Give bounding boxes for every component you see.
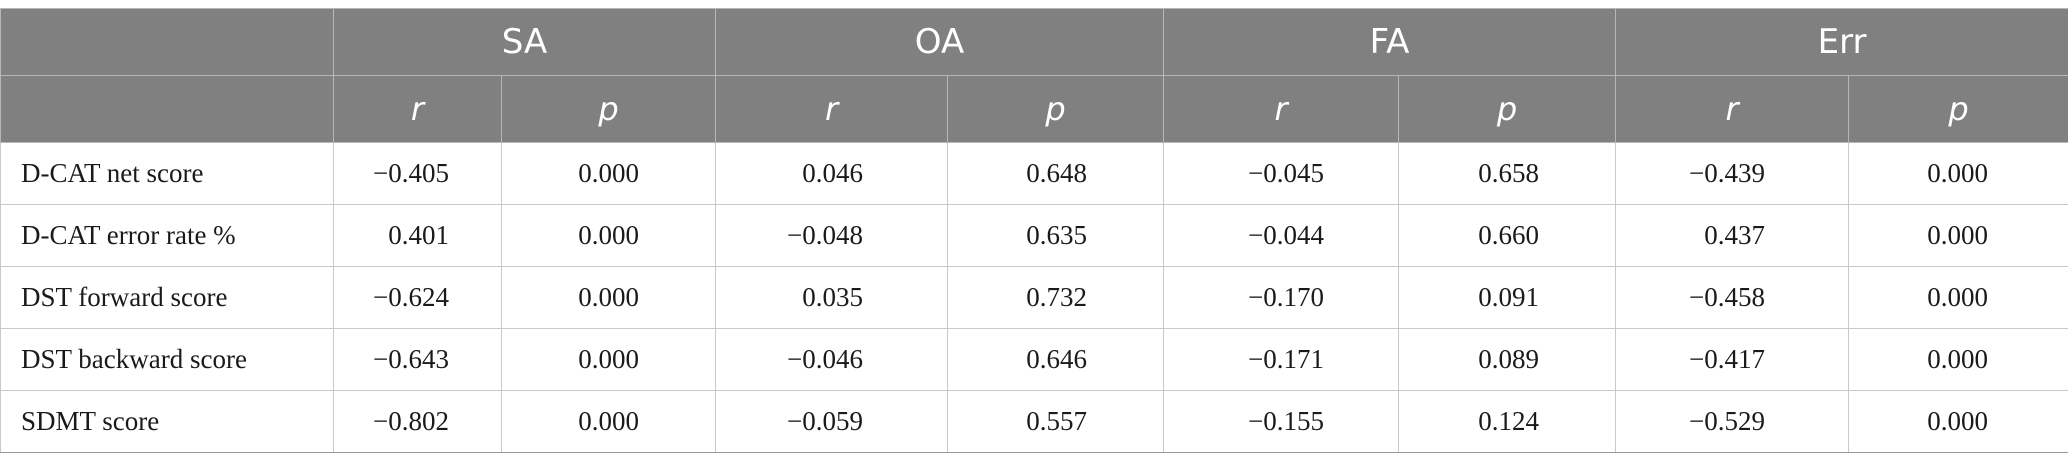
cell-oa-p: 0.732 — [947, 266, 1165, 329]
stat-corner-cell — [0, 75, 334, 143]
cell-err-r: −0.439 — [1615, 142, 1850, 205]
cell-err-r: −0.417 — [1615, 328, 1850, 391]
table-body: D-CAT net score −0.405 0.000 0.046 0.648… — [0, 142, 2068, 453]
cell-fa-r: −0.155 — [1163, 390, 1400, 453]
cell-sa-p: 0.000 — [500, 142, 717, 205]
corner-cell — [0, 8, 334, 76]
stat-header-fa-p: p — [1398, 75, 1617, 143]
correlation-table-container: SA OA FA Err r p r p r p r p D-CAT net s… — [0, 8, 2068, 453]
cell-fa-p: 0.660 — [1398, 204, 1617, 267]
cell-err-p: 0.000 — [1848, 204, 2068, 267]
cell-err-p: 0.000 — [1848, 328, 2068, 391]
cell-oa-p: 0.646 — [947, 328, 1165, 391]
cell-fa-r: −0.044 — [1163, 204, 1400, 267]
stat-header-oa-p: p — [947, 75, 1165, 143]
cell-err-p: 0.000 — [1848, 142, 2068, 205]
cell-fa-p: 0.089 — [1398, 328, 1617, 391]
table-row: SDMT score −0.802 0.000 −0.059 0.557 −0.… — [0, 390, 2068, 453]
cell-fa-p: 0.124 — [1398, 390, 1617, 453]
cell-oa-r: −0.048 — [715, 204, 949, 267]
row-label: D-CAT net score — [0, 142, 334, 205]
stat-header-err-p: p — [1848, 75, 2068, 143]
cell-sa-r: −0.802 — [333, 390, 502, 453]
cell-oa-r: 0.035 — [715, 266, 949, 329]
cell-fa-r: −0.045 — [1163, 142, 1400, 205]
group-header-oa: OA — [715, 8, 1165, 76]
group-header-fa: FA — [1163, 8, 1617, 76]
cell-oa-p: 0.635 — [947, 204, 1165, 267]
group-header-row: SA OA FA Err — [0, 8, 2068, 76]
cell-oa-r: −0.046 — [715, 328, 949, 391]
cell-sa-p: 0.000 — [500, 266, 717, 329]
stat-header-oa-r: r — [715, 75, 949, 143]
cell-oa-r: 0.046 — [715, 142, 949, 205]
cell-oa-p: 0.648 — [947, 142, 1165, 205]
cell-err-r: 0.437 — [1615, 204, 1850, 267]
correlation-table: SA OA FA Err r p r p r p r p D-CAT net s… — [0, 8, 2068, 453]
stat-header-sa-r: r — [333, 75, 502, 143]
table-row: D-CAT net score −0.405 0.000 0.046 0.648… — [0, 142, 2068, 205]
cell-err-p: 0.000 — [1848, 390, 2068, 453]
stat-header-fa-r: r — [1163, 75, 1400, 143]
cell-sa-p: 0.000 — [500, 204, 717, 267]
cell-sa-r: −0.643 — [333, 328, 502, 391]
cell-sa-p: 0.000 — [500, 390, 717, 453]
cell-sa-r: 0.401 — [333, 204, 502, 267]
row-label: D-CAT error rate % — [0, 204, 334, 267]
table-header: SA OA FA Err r p r p r p r p — [0, 8, 2068, 143]
table-row: DST backward score −0.643 0.000 −0.046 0… — [0, 328, 2068, 391]
cell-err-r: −0.529 — [1615, 390, 1850, 453]
cell-err-p: 0.000 — [1848, 266, 2068, 329]
cell-fa-p: 0.091 — [1398, 266, 1617, 329]
cell-fa-p: 0.658 — [1398, 142, 1617, 205]
group-header-sa: SA — [332, 8, 717, 76]
cell-err-r: −0.458 — [1615, 266, 1850, 329]
cell-sa-r: −0.624 — [333, 266, 502, 329]
cell-oa-r: −0.059 — [715, 390, 949, 453]
row-label: SDMT score — [0, 390, 334, 453]
row-label: DST backward score — [0, 328, 334, 391]
stat-header-sa-p: p — [500, 75, 717, 143]
cell-fa-r: −0.170 — [1163, 266, 1400, 329]
table-row: DST forward score −0.624 0.000 0.035 0.7… — [0, 266, 2068, 329]
group-header-err: Err — [1615, 8, 2068, 76]
stat-header-row: r p r p r p r p — [0, 75, 2068, 143]
stat-header-err-r: r — [1615, 75, 1850, 143]
cell-sa-p: 0.000 — [500, 328, 717, 391]
cell-oa-p: 0.557 — [947, 390, 1165, 453]
row-label: DST forward score — [0, 266, 334, 329]
cell-fa-r: −0.171 — [1163, 328, 1400, 391]
table-row: D-CAT error rate % 0.401 0.000 −0.048 0.… — [0, 204, 2068, 267]
cell-sa-r: −0.405 — [333, 142, 502, 205]
